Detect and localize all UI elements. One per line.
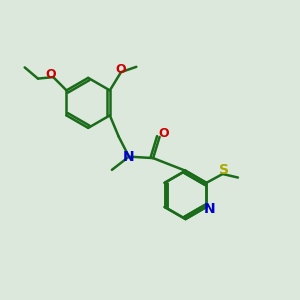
Text: O: O [46, 68, 56, 81]
Text: N: N [204, 202, 216, 216]
Text: S: S [219, 164, 229, 178]
Text: N: N [123, 150, 135, 164]
Text: O: O [116, 63, 126, 76]
Text: O: O [159, 128, 169, 140]
